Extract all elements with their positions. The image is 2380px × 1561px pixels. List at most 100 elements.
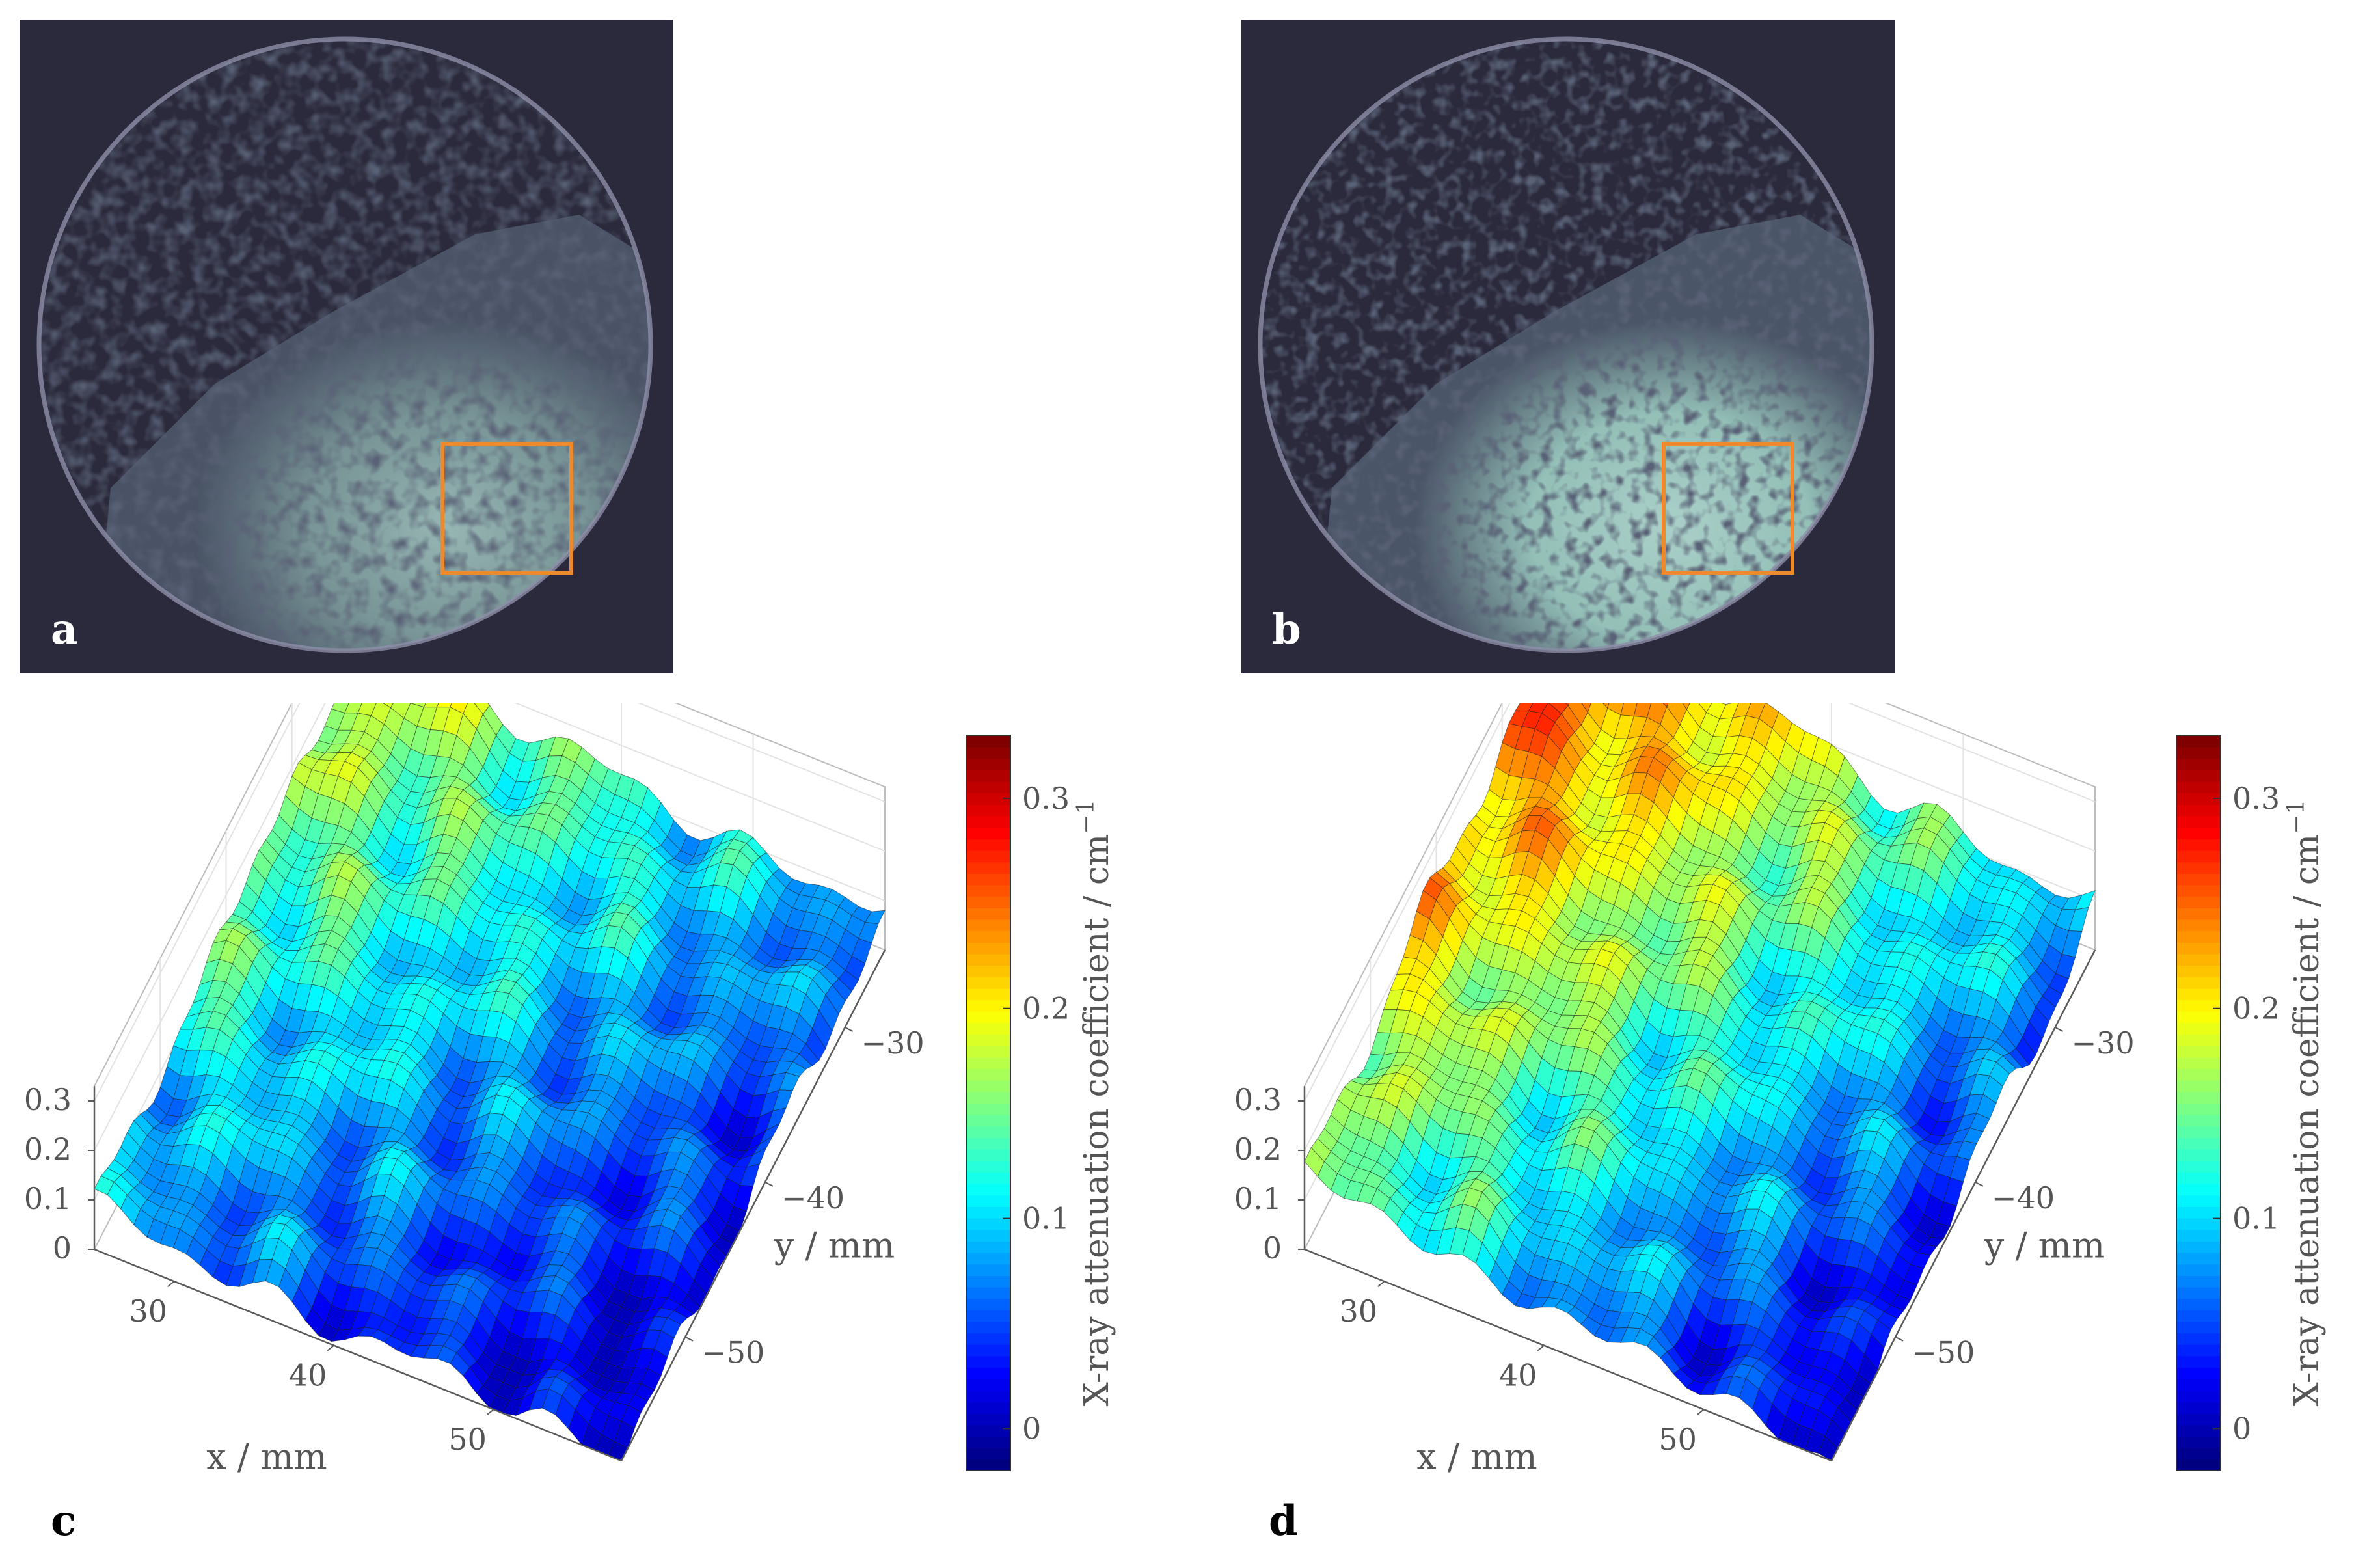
y-axis-line xyxy=(620,949,886,1461)
colorbar-swatch xyxy=(966,1034,1010,1046)
roi-box xyxy=(1662,442,1794,575)
colorbar-swatch xyxy=(966,815,1010,828)
colorbar-swatch xyxy=(2176,1275,2221,1288)
colorbar-swatch xyxy=(966,746,1010,759)
ct-slice-b xyxy=(1241,20,1895,673)
colorbar-swatch xyxy=(966,850,1010,863)
grid-line xyxy=(94,703,327,1151)
colorbar-swatch xyxy=(966,953,1010,966)
colorbar-label-superscript: −1 xyxy=(1073,800,1100,834)
colorbar-swatch xyxy=(966,1171,1010,1184)
surface-patch xyxy=(1682,703,1691,711)
z-tick-label: 0.1 xyxy=(24,1181,72,1216)
colorbar-swatch xyxy=(2176,804,2221,817)
colorbar-swatch xyxy=(2176,1240,2221,1253)
colorbar-swatch xyxy=(2176,1309,2221,1322)
colorbar-swatch xyxy=(966,1264,1010,1276)
x-tick-label: 40 xyxy=(289,1358,327,1393)
colorbar-swatch xyxy=(2176,1022,2221,1035)
colorbar-swatch xyxy=(2176,769,2221,782)
colorbar-swatch xyxy=(966,838,1010,851)
panel-label-a: a xyxy=(51,605,78,654)
colorbar-swatch xyxy=(966,1424,1010,1437)
colorbar-swatch xyxy=(966,1160,1010,1173)
roi-box xyxy=(440,442,573,575)
colorbar-swatch xyxy=(2176,793,2221,805)
colorbar-swatch xyxy=(966,1275,1010,1288)
colorbar-swatch xyxy=(966,1126,1010,1138)
colorbar-swatch xyxy=(966,1298,1010,1310)
colorbar-swatch xyxy=(966,942,1010,955)
colorbar-swatch xyxy=(2176,1390,2221,1403)
colorbar-swatch xyxy=(966,884,1010,897)
colorbar-swatch xyxy=(2176,999,2221,1012)
colorbar-tick-label: 0.3 xyxy=(1022,781,1070,816)
colorbar-swatch xyxy=(2176,815,2221,828)
colorbar-swatch xyxy=(966,1217,1010,1230)
colorbar-swatch xyxy=(2176,942,2221,955)
x-tick xyxy=(327,1344,334,1351)
surface-mesh xyxy=(94,703,886,1461)
x-axis-line xyxy=(94,1248,622,1462)
colorbar-tick-label: 0.3 xyxy=(2232,781,2280,816)
colorbar-swatch xyxy=(2176,1171,2221,1184)
colorbar-swatch xyxy=(2176,838,2221,851)
colorbar-label-text: X-ray attenuation coefficient / cm xyxy=(2288,834,2327,1407)
z-tick-label: 0.3 xyxy=(1234,1082,1282,1117)
colorbar-swatch xyxy=(966,1286,1010,1299)
x-tick xyxy=(1377,1281,1385,1288)
colorbar-label: X-ray attenuation coefficient / cm−1 xyxy=(2283,800,2327,1407)
noise-texture xyxy=(39,39,651,651)
colorbar-swatch xyxy=(2176,1355,2221,1368)
colorbar-swatch xyxy=(966,1436,1010,1448)
colorbar-swatch xyxy=(2176,1344,2221,1357)
y-axis-label: y / mm xyxy=(1984,1225,2105,1266)
colorbar-swatch xyxy=(966,1148,1010,1161)
x-tick-label: 50 xyxy=(448,1422,487,1457)
x-axis-line xyxy=(1304,1248,1832,1462)
colorbar-swatch xyxy=(966,1378,1010,1391)
colorbar-swatch xyxy=(2176,1137,2221,1150)
colorbar-swatch xyxy=(966,930,1010,943)
z-tick-label: 0.2 xyxy=(1234,1132,1282,1167)
colorbar-swatch xyxy=(966,1079,1010,1093)
colorbar-swatch xyxy=(2176,1206,2221,1219)
colorbar-swatch xyxy=(966,1068,1010,1081)
colorbar: 0 0.1 0.2 0.3X-ray attenuation coefficient … xyxy=(966,735,1116,1471)
grid-line xyxy=(1304,703,1511,1102)
colorbar-swatch xyxy=(2176,1091,2221,1104)
colorbar-swatch xyxy=(2176,873,2221,886)
colorbar-swatch xyxy=(2176,1126,2221,1138)
colorbar-swatch xyxy=(966,1447,1010,1460)
surface-plot-c: 30 40 50 x / mm −30 −40 −50 y / mm 0 0.1 0.2 0.3 0 0.… xyxy=(24,703,1116,1478)
colorbar-tick-label: 0.2 xyxy=(1022,991,1070,1026)
colorbar-swatch xyxy=(966,1240,1010,1253)
colorbar-swatch xyxy=(2176,1011,2221,1024)
x-tick xyxy=(1697,1409,1705,1415)
colorbar-swatch xyxy=(2176,930,2221,943)
colorbar-swatch xyxy=(966,1206,1010,1219)
y-tick xyxy=(684,1336,694,1342)
colorbar-swatch xyxy=(2176,1068,2221,1081)
colorbar-swatch xyxy=(966,769,1010,782)
colorbar-swatch xyxy=(966,965,1010,977)
ct-image-a xyxy=(20,20,673,673)
colorbar-swatch xyxy=(966,793,1010,805)
x-tick-label: 30 xyxy=(1339,1294,1377,1329)
colorbar-swatch xyxy=(2176,1148,2221,1161)
colorbar-swatch xyxy=(966,999,1010,1012)
z-tick-label: 0.1 xyxy=(1234,1181,1282,1216)
colorbar-label-text: X-ray attenuation coefficient / cm xyxy=(1077,834,1116,1407)
colorbar-swatch xyxy=(2176,965,2221,977)
colorbar-swatch xyxy=(966,919,1010,932)
ct-image-b xyxy=(1241,20,1895,673)
axes: 30 40 50 x / mm −30 −40 −50 y / mm 0 0.1 0.2 0.3 xyxy=(24,949,925,1478)
panel-label-b: b xyxy=(1272,605,1301,654)
colorbar-swatch xyxy=(2176,1447,2221,1460)
colorbar-swatch xyxy=(2176,1045,2221,1058)
colorbar-swatch xyxy=(2176,976,2221,989)
colorbar-swatch xyxy=(2176,746,2221,759)
colorbar-swatch xyxy=(966,1011,1010,1024)
x-tick xyxy=(1537,1344,1545,1351)
z-tick-label: 0 xyxy=(1263,1230,1282,1266)
